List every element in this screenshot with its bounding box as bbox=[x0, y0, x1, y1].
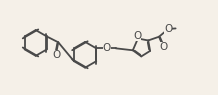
Text: O: O bbox=[52, 50, 60, 60]
Text: O: O bbox=[164, 24, 172, 34]
Text: O: O bbox=[102, 43, 111, 53]
Text: O: O bbox=[133, 31, 141, 41]
Text: O: O bbox=[159, 42, 168, 52]
